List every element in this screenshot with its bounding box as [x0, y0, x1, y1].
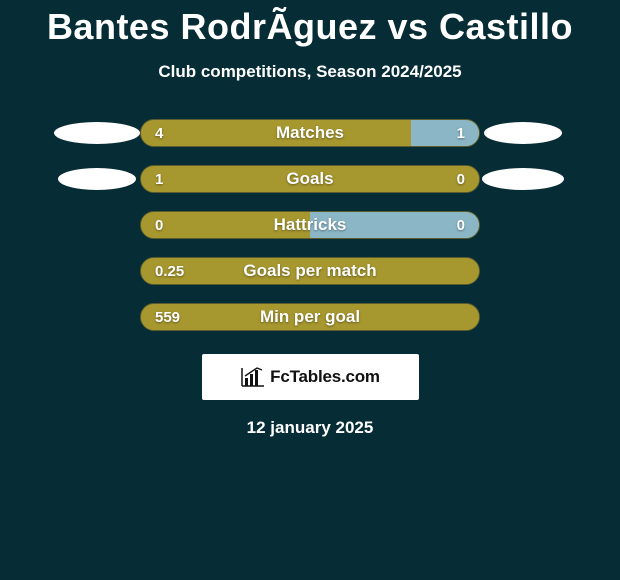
stat-bar: Goals10: [140, 165, 480, 193]
stat-bar-left-segment: [141, 258, 479, 284]
stat-bar-left-segment: [141, 166, 479, 192]
left-player-bubble: [54, 122, 140, 144]
stat-bar: Min per goal559: [140, 303, 480, 331]
comparison-rows: Matches41 Goals10 Hattricks00 Goals per mat…: [0, 110, 620, 340]
comparison-row: Matches41: [0, 110, 620, 156]
stat-bar-left-segment: [141, 120, 411, 146]
page-title: Bantes RodrÃ­guez vs Castillo: [0, 0, 620, 48]
source-badge-text: FcTables.com: [270, 367, 380, 387]
comparison-row: Goals10: [0, 156, 620, 202]
left-player-bubble: [54, 168, 140, 190]
source-badge: FcTables.com: [202, 354, 419, 400]
stat-bar-left-segment: [141, 304, 479, 330]
date-label: 12 january 2025: [0, 418, 620, 438]
comparison-row: Goals per match0.25: [0, 248, 620, 294]
page-subtitle: Club competitions, Season 2024/2025: [0, 62, 620, 82]
right-player-bubble: [480, 168, 566, 190]
stat-bar: Goals per match0.25: [140, 257, 480, 285]
stat-bar-left-segment: [141, 212, 310, 238]
comparison-row: Min per goal559: [0, 294, 620, 340]
stat-bar: Hattricks00: [140, 211, 480, 239]
stat-bar-right-segment: [411, 120, 479, 146]
bar-chart-icon: [240, 366, 266, 388]
stat-bar-right-segment: [310, 212, 479, 238]
right-player-bubble: [480, 122, 566, 144]
stat-bar: Matches41: [140, 119, 480, 147]
comparison-row: Hattricks00: [0, 202, 620, 248]
